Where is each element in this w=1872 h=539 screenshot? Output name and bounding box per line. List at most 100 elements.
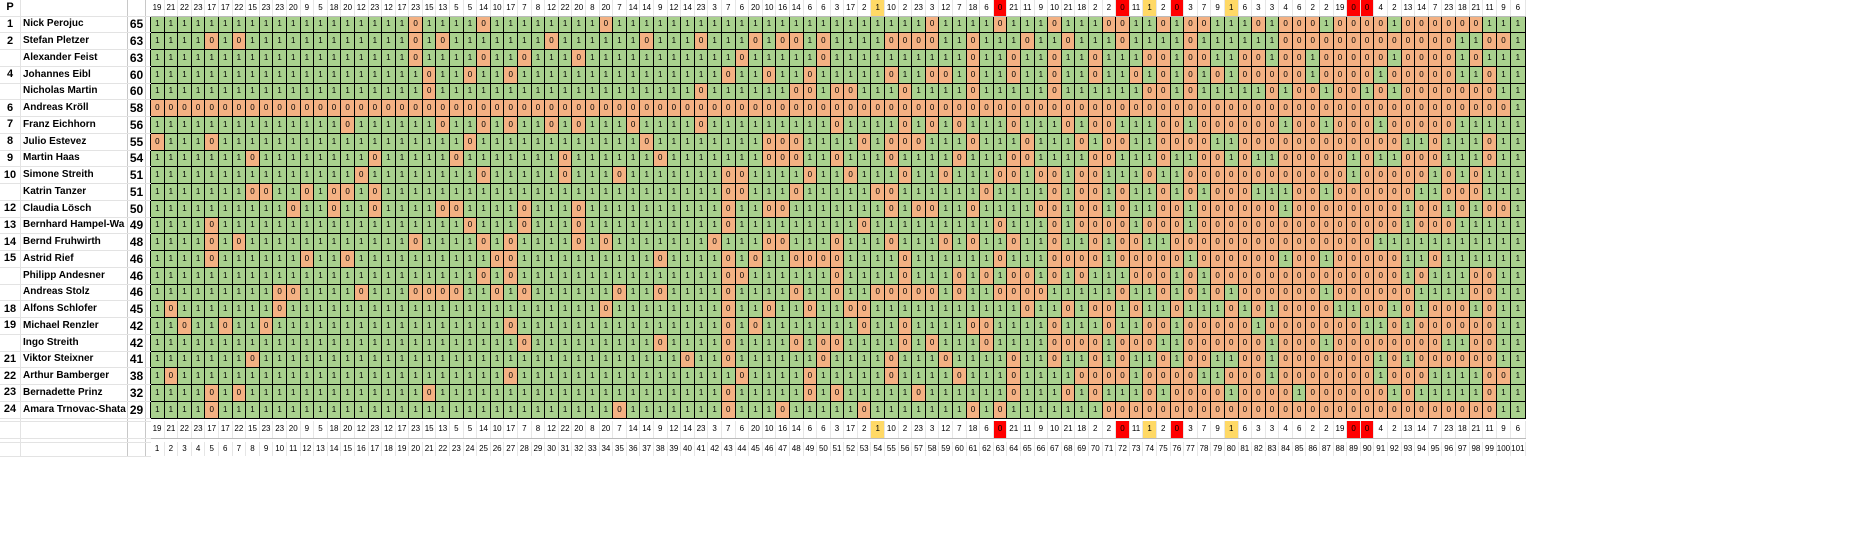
answer-cell[interactable]: 1 bbox=[639, 149, 654, 168]
answer-cell[interactable]: 1 bbox=[992, 82, 1008, 101]
answer-cell[interactable]: 0 bbox=[802, 367, 818, 385]
answer-cell[interactable]: 0 bbox=[1305, 199, 1321, 218]
answer-cell[interactable]: 1 bbox=[1128, 32, 1144, 50]
answer-cell[interactable]: 1 bbox=[1142, 65, 1157, 84]
answer-cell[interactable]: 0 bbox=[761, 199, 777, 218]
answer-cell[interactable]: 0 bbox=[517, 99, 532, 117]
answer-cell[interactable]: 0 bbox=[1251, 367, 1266, 385]
rank-cell[interactable] bbox=[0, 421, 21, 439]
answer-cell[interactable]: 1 bbox=[775, 333, 790, 352]
answer-cell[interactable]: 1 bbox=[190, 149, 206, 168]
answer-cell[interactable]: 1 bbox=[924, 250, 940, 268]
answer-cell[interactable]: 0 bbox=[1251, 300, 1266, 318]
answer-cell[interactable]: 0 bbox=[353, 99, 369, 117]
answer-cell[interactable]: 1 bbox=[326, 317, 342, 335]
answer-cell[interactable]: 1 bbox=[530, 15, 546, 34]
answer-cell[interactable]: 0 bbox=[1427, 317, 1443, 335]
answer-cell[interactable]: 1 bbox=[231, 82, 247, 101]
answer-cell[interactable]: 0 bbox=[1319, 233, 1334, 251]
column-number-cell[interactable]: 16 bbox=[354, 442, 369, 456]
answer-cell[interactable]: 1 bbox=[884, 266, 899, 285]
answer-cell[interactable]: 1 bbox=[843, 132, 858, 151]
answer-cell[interactable]: 1 bbox=[612, 32, 627, 50]
answer-cell[interactable]: 1 bbox=[775, 65, 790, 84]
column-total-cell[interactable]: 11 bbox=[1020, 421, 1035, 439]
answer-cell[interactable]: 1 bbox=[367, 82, 383, 101]
answer-cell[interactable]: 0 bbox=[1210, 65, 1225, 84]
answer-cell[interactable]: 1 bbox=[1319, 82, 1334, 101]
player-name-cell[interactable] bbox=[20, 0, 128, 17]
answer-cell[interactable]: 1 bbox=[979, 283, 994, 302]
answer-cell[interactable]: 0 bbox=[1319, 149, 1334, 168]
answer-cell[interactable]: 1 bbox=[258, 116, 274, 134]
answer-cell[interactable]: 1 bbox=[177, 82, 192, 101]
answer-cell[interactable]: 0 bbox=[557, 166, 573, 184]
answer-cell[interactable]: 1 bbox=[1155, 300, 1171, 318]
answer-cell[interactable]: 1 bbox=[1006, 250, 1021, 268]
column-number-cell[interactable]: 92 bbox=[1387, 442, 1402, 456]
answer-cell[interactable]: 1 bbox=[1455, 65, 1470, 84]
column-number-cell[interactable]: 72 bbox=[1115, 442, 1130, 456]
rank-cell[interactable]: 24 bbox=[0, 401, 21, 419]
answer-cell[interactable]: 1 bbox=[938, 132, 954, 151]
answer-cell[interactable]: 1 bbox=[1510, 199, 1526, 218]
answer-cell[interactable]: 1 bbox=[788, 15, 804, 34]
answer-cell[interactable]: 0 bbox=[1291, 49, 1307, 67]
answer-cell[interactable]: 1 bbox=[177, 132, 192, 151]
column-total-cell[interactable]: 10 bbox=[1047, 0, 1062, 17]
answer-cell[interactable]: 1 bbox=[367, 300, 383, 318]
answer-cell[interactable]: 1 bbox=[843, 317, 858, 335]
column-number-cell[interactable]: 5 bbox=[204, 442, 219, 456]
answer-cell[interactable]: 1 bbox=[163, 82, 179, 101]
answer-cell[interactable]: 1 bbox=[1251, 317, 1266, 335]
answer-cell[interactable]: 0 bbox=[1183, 400, 1198, 419]
column-total-cell[interactable]: 18 bbox=[327, 0, 342, 17]
answer-cell[interactable]: 0 bbox=[1346, 32, 1361, 50]
answer-cell[interactable]: 0 bbox=[720, 350, 736, 369]
answer-cell[interactable]: 1 bbox=[1087, 82, 1103, 101]
answer-cell[interactable]: 0 bbox=[1346, 317, 1361, 335]
answer-cell[interactable]: 0 bbox=[1319, 49, 1334, 67]
answer-cell[interactable]: 0 bbox=[884, 283, 899, 302]
answer-cell[interactable]: 1 bbox=[217, 199, 233, 218]
answer-cell[interactable]: 1 bbox=[1510, 384, 1526, 402]
answer-cell[interactable]: 0 bbox=[367, 183, 383, 201]
answer-cell[interactable]: 1 bbox=[1441, 132, 1456, 151]
answer-cell[interactable]: 1 bbox=[204, 300, 219, 318]
answer-cell[interactable]: 1 bbox=[1468, 65, 1484, 84]
answer-cell[interactable]: 1 bbox=[965, 183, 981, 201]
answer-cell[interactable]: 1 bbox=[177, 367, 192, 385]
answer-cell[interactable]: 1 bbox=[1074, 82, 1089, 101]
answer-cell[interactable]: 1 bbox=[829, 300, 845, 318]
answer-cell[interactable]: 0 bbox=[1006, 65, 1021, 84]
answer-cell[interactable]: 0 bbox=[1047, 233, 1062, 251]
answer-cell[interactable]: 1 bbox=[313, 317, 328, 335]
answer-cell[interactable]: 0 bbox=[1291, 82, 1307, 101]
answer-cell[interactable]: 0 bbox=[1115, 400, 1130, 419]
answer-cell[interactable]: 1 bbox=[272, 384, 287, 402]
answer-cell[interactable]: 1 bbox=[748, 384, 763, 402]
answer-cell[interactable]: 1 bbox=[150, 283, 165, 302]
answer-cell[interactable]: 1 bbox=[748, 65, 763, 84]
column-total-cell[interactable]: 12 bbox=[667, 421, 682, 439]
answer-cell[interactable]: 1 bbox=[326, 367, 342, 385]
answer-cell[interactable]: 0 bbox=[1101, 367, 1117, 385]
answer-cell[interactable]: 1 bbox=[231, 250, 247, 268]
answer-cell[interactable]: 0 bbox=[1196, 116, 1212, 134]
answer-cell[interactable]: 1 bbox=[489, 400, 505, 419]
answer-cell[interactable]: 0 bbox=[1101, 132, 1117, 151]
answer-cell[interactable]: 0 bbox=[884, 350, 899, 369]
answer-cell[interactable]: 1 bbox=[258, 132, 274, 151]
answer-cell[interactable]: 1 bbox=[952, 350, 967, 369]
answer-cell[interactable]: 0 bbox=[1169, 400, 1185, 419]
answer-cell[interactable]: 1 bbox=[788, 266, 804, 285]
answer-cell[interactable]: 1 bbox=[1196, 283, 1212, 302]
answer-cell[interactable]: 1 bbox=[1101, 65, 1117, 84]
answer-cell[interactable]: 1 bbox=[1510, 300, 1526, 318]
answer-cell[interactable]: 0 bbox=[1142, 250, 1157, 268]
answer-cell[interactable]: 0 bbox=[870, 99, 886, 117]
answer-cell[interactable]: 0 bbox=[1196, 216, 1212, 235]
score-cell[interactable] bbox=[127, 418, 146, 422]
answer-cell[interactable]: 0 bbox=[856, 132, 872, 151]
answer-cell[interactable]: 0 bbox=[1264, 400, 1280, 419]
